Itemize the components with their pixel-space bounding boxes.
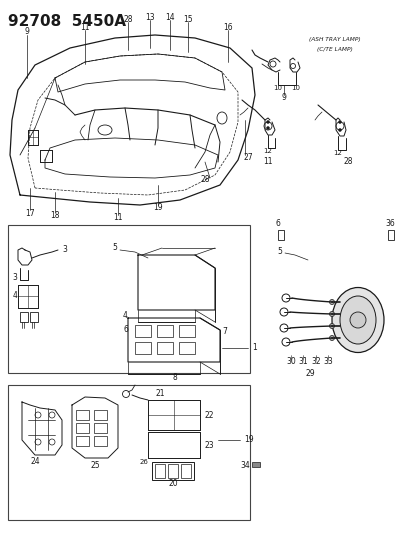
Text: 8: 8	[172, 374, 177, 383]
Circle shape	[329, 311, 334, 317]
Text: 9: 9	[24, 28, 29, 36]
Text: 19: 19	[243, 435, 253, 445]
Text: 20: 20	[168, 480, 177, 489]
Bar	[154, 464, 165, 478]
Bar	[20, 312, 28, 322]
Bar	[387, 230, 393, 240]
Text: 4: 4	[12, 290, 17, 300]
Text: 27: 27	[242, 154, 252, 163]
Bar	[76, 436, 89, 446]
Text: 9: 9	[281, 93, 286, 102]
Text: 11: 11	[113, 214, 122, 222]
Bar	[8, 225, 249, 373]
Ellipse shape	[331, 287, 383, 352]
Text: 19: 19	[153, 204, 162, 213]
Text: (ASH TRAY LAMP): (ASH TRAY LAMP)	[309, 37, 360, 43]
Circle shape	[329, 300, 334, 304]
Bar	[168, 464, 178, 478]
Text: 34: 34	[240, 461, 249, 470]
Circle shape	[338, 128, 341, 132]
Text: 6: 6	[123, 326, 128, 335]
Text: 11: 11	[263, 157, 272, 166]
Text: 28: 28	[200, 175, 209, 184]
Text: 4: 4	[123, 311, 128, 320]
Text: 33: 33	[322, 358, 332, 367]
Text: 92708  5450A: 92708 5450A	[8, 14, 126, 29]
Bar	[157, 325, 173, 337]
Bar	[76, 410, 89, 420]
Circle shape	[266, 126, 269, 130]
Bar	[94, 423, 107, 433]
Bar	[180, 464, 190, 478]
Text: 18: 18	[50, 211, 59, 220]
Text: 12: 12	[333, 150, 342, 156]
Text: 22: 22	[204, 410, 214, 419]
Text: 29: 29	[304, 368, 314, 377]
Bar	[252, 462, 259, 467]
Bar	[94, 436, 107, 446]
Bar	[94, 410, 107, 420]
Text: 28: 28	[342, 157, 352, 166]
Text: 32: 32	[311, 358, 320, 367]
Bar	[30, 312, 38, 322]
Text: 13: 13	[145, 12, 154, 21]
Text: 28: 28	[123, 14, 133, 23]
Text: 10: 10	[273, 85, 282, 91]
Text: 7: 7	[221, 327, 226, 336]
Bar	[178, 342, 195, 354]
Text: 26: 26	[139, 459, 147, 465]
Text: 15: 15	[183, 14, 192, 23]
Text: 1: 1	[252, 343, 256, 352]
Bar	[76, 423, 89, 433]
Text: 25: 25	[90, 461, 100, 470]
Circle shape	[266, 120, 269, 124]
Text: 16: 16	[223, 22, 232, 31]
Circle shape	[349, 312, 365, 328]
Text: 3: 3	[62, 246, 67, 254]
Circle shape	[338, 120, 341, 124]
Text: 17: 17	[25, 208, 35, 217]
Text: 23: 23	[204, 440, 214, 449]
Text: 11: 11	[80, 22, 90, 31]
Text: 24: 24	[30, 457, 40, 466]
Text: (C/TE LAMP): (C/TE LAMP)	[316, 47, 352, 52]
Bar	[152, 462, 194, 480]
Text: 12: 12	[263, 148, 272, 154]
Text: 21: 21	[155, 389, 164, 398]
Bar	[135, 342, 151, 354]
Bar	[178, 325, 195, 337]
Text: 36: 36	[384, 220, 394, 229]
Text: 5: 5	[112, 244, 117, 253]
Bar	[277, 230, 283, 240]
Circle shape	[329, 335, 334, 341]
Bar	[157, 342, 173, 354]
Text: 30: 30	[285, 358, 295, 367]
Text: 5: 5	[277, 247, 282, 256]
Text: 6: 6	[275, 220, 280, 229]
Bar	[135, 325, 151, 337]
Circle shape	[329, 324, 334, 328]
Text: 31: 31	[297, 358, 307, 367]
Bar	[8, 385, 249, 520]
Ellipse shape	[339, 296, 375, 344]
Text: 14: 14	[165, 12, 174, 21]
Text: 3: 3	[12, 273, 17, 282]
Text: 10: 10	[291, 85, 300, 91]
